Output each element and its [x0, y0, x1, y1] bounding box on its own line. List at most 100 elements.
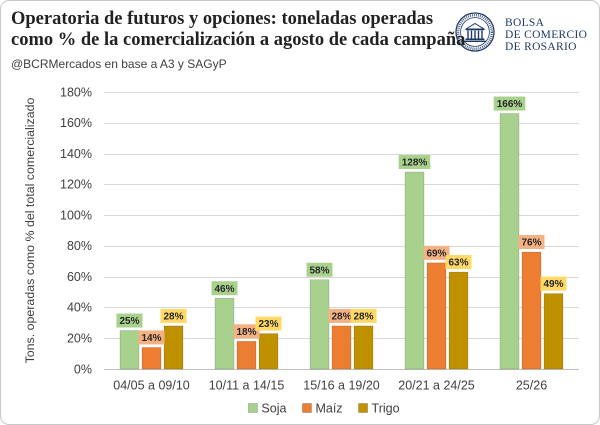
legend-item-trigo: Trigo [358, 401, 400, 415]
x-tick-label: 25/26 [516, 379, 547, 393]
bar-maiz-3 [426, 262, 447, 370]
chart-title-line-2: como % de la comercialización a agosto d… [11, 30, 466, 50]
legend-swatch [248, 403, 258, 413]
legend-label: Soja [261, 401, 286, 415]
y-tick-label: 20% [67, 332, 92, 346]
y-tick-label: 120% [60, 178, 92, 192]
bar-trigo-3 [448, 271, 469, 370]
x-axis-tick-labels: 04/05 a 09/10 10/11 a 14/15 15/16 a 19/20 2… [113, 379, 547, 393]
data-label-text: 23% [258, 319, 278, 330]
y-axis-title: Tons. operadas como % del total comercia… [23, 97, 37, 363]
bar-trigo-1 [258, 333, 279, 370]
data-label-box [160, 308, 187, 323]
chart-subtitle: @BCRMercados en base a A3 y SAGyP [11, 57, 227, 71]
bar-trigo-4 [543, 293, 564, 370]
data-label-text: 28% [353, 312, 373, 323]
gridlines [104, 92, 579, 370]
legend-swatch [358, 403, 368, 413]
data-label-maiz-4: 76% [518, 235, 545, 250]
bcr-logo-text: BOLSA DE COMERCIO DE ROSARIO [505, 17, 587, 53]
data-label-box [445, 255, 472, 270]
x-tick-label: 10/11 a 14/15 [209, 379, 285, 393]
data-label-text: 63% [448, 258, 468, 269]
data-label-text: 128% [402, 158, 428, 169]
data-label-box [138, 330, 165, 345]
y-tick-label: 80% [67, 239, 92, 253]
bar-trigo-0 [163, 325, 184, 370]
data-label-text: 46% [214, 284, 234, 295]
bar-soja-0 [119, 330, 140, 370]
bcr-emblem-icon [455, 12, 495, 52]
legend-item-soja: Soja [248, 401, 286, 415]
y-tick-label: 0% [74, 362, 92, 376]
data-label-trigo-0: 28% [160, 308, 187, 323]
data-label-trigo-2: 28% [350, 308, 377, 323]
bars [119, 113, 564, 370]
data-label-text: 69% [426, 248, 446, 259]
bar-maiz-2 [331, 325, 352, 370]
data-label-box [423, 245, 450, 260]
data-label-soja-1: 46% [211, 281, 238, 296]
data-label-box [233, 324, 260, 339]
data-label-text: 76% [521, 238, 541, 249]
data-label-text: 14% [141, 333, 161, 344]
y-tick-label: 60% [67, 270, 92, 284]
data-label-maiz-0: 14% [138, 330, 165, 345]
data-label-maiz-1: 18% [233, 324, 260, 339]
data-label-box [211, 281, 238, 296]
bar-soja-2 [309, 279, 330, 370]
logo-text-line: BOLSA [505, 17, 545, 29]
data-label-box [328, 308, 355, 323]
legend-swatch [302, 403, 312, 413]
bar-maiz-0 [141, 347, 162, 370]
y-tick-label: 40% [67, 301, 92, 315]
data-label-soja-0: 25% [116, 313, 143, 328]
data-label-trigo-3: 63% [445, 255, 472, 270]
legend: Soja Maíz Trigo [248, 401, 400, 415]
data-label-box [540, 276, 567, 291]
data-label-trigo-1: 23% [255, 316, 282, 331]
data-label-text: 28% [331, 312, 351, 323]
x-tick-label: 20/21 a 24/25 [398, 379, 475, 393]
data-label-box [493, 96, 526, 111]
legend-label: Trigo [372, 401, 400, 415]
logo-text-line: DE ROSARIO [505, 41, 577, 53]
data-label-box [116, 313, 143, 328]
data-label-soja-3: 128% [398, 155, 431, 170]
data-labels: 25% 46% 58% 128% 166% 14% 18% 28% 69% 76% 28% 23% 28… [116, 96, 567, 345]
bar-trigo-2 [353, 325, 374, 370]
bar-soja-3 [404, 171, 425, 370]
data-label-text: 18% [236, 327, 256, 338]
x-tick-label: 15/16 a 19/20 [303, 379, 380, 393]
data-label-maiz-2: 28% [328, 308, 355, 323]
data-label-soja-2: 58% [306, 262, 333, 277]
bcr-logo: BOLSA DE COMERCIO DE ROSARIO [455, 12, 590, 54]
y-tick-label: 160% [60, 116, 92, 130]
x-tick-label: 04/05 a 09/10 [113, 379, 190, 393]
data-label-box [518, 235, 545, 250]
chart-title-line-1: Operatoria de futuros y opciones: tonela… [11, 9, 434, 29]
legend-label: Maíz [315, 401, 342, 415]
data-label-box [306, 262, 333, 277]
series-trigo [163, 271, 564, 370]
data-label-text: 25% [119, 316, 139, 327]
bar-maiz-4 [521, 251, 542, 370]
data-label-box [255, 316, 282, 331]
y-tick-label: 140% [60, 147, 92, 161]
data-label-text: 166% [497, 99, 523, 110]
bar-maiz-1 [236, 340, 257, 370]
data-label-maiz-3: 69% [423, 245, 450, 260]
bar-soja-4 [499, 113, 520, 370]
data-label-text: 28% [163, 312, 183, 323]
data-label-box [350, 308, 377, 323]
data-label-soja-4: 166% [493, 96, 526, 111]
series-soja [119, 113, 520, 370]
y-axis-tick-labels: 0% 20% 40% 60% 80% 100% 120% 140% 160% 180% [60, 85, 92, 376]
data-label-trigo-4: 49% [540, 276, 567, 291]
y-tick-label: 180% [60, 85, 92, 99]
legend-item-maiz: Maíz [302, 401, 343, 415]
data-label-box [398, 155, 431, 170]
y-tick-label: 100% [60, 208, 92, 222]
bar-soja-1 [214, 297, 235, 370]
